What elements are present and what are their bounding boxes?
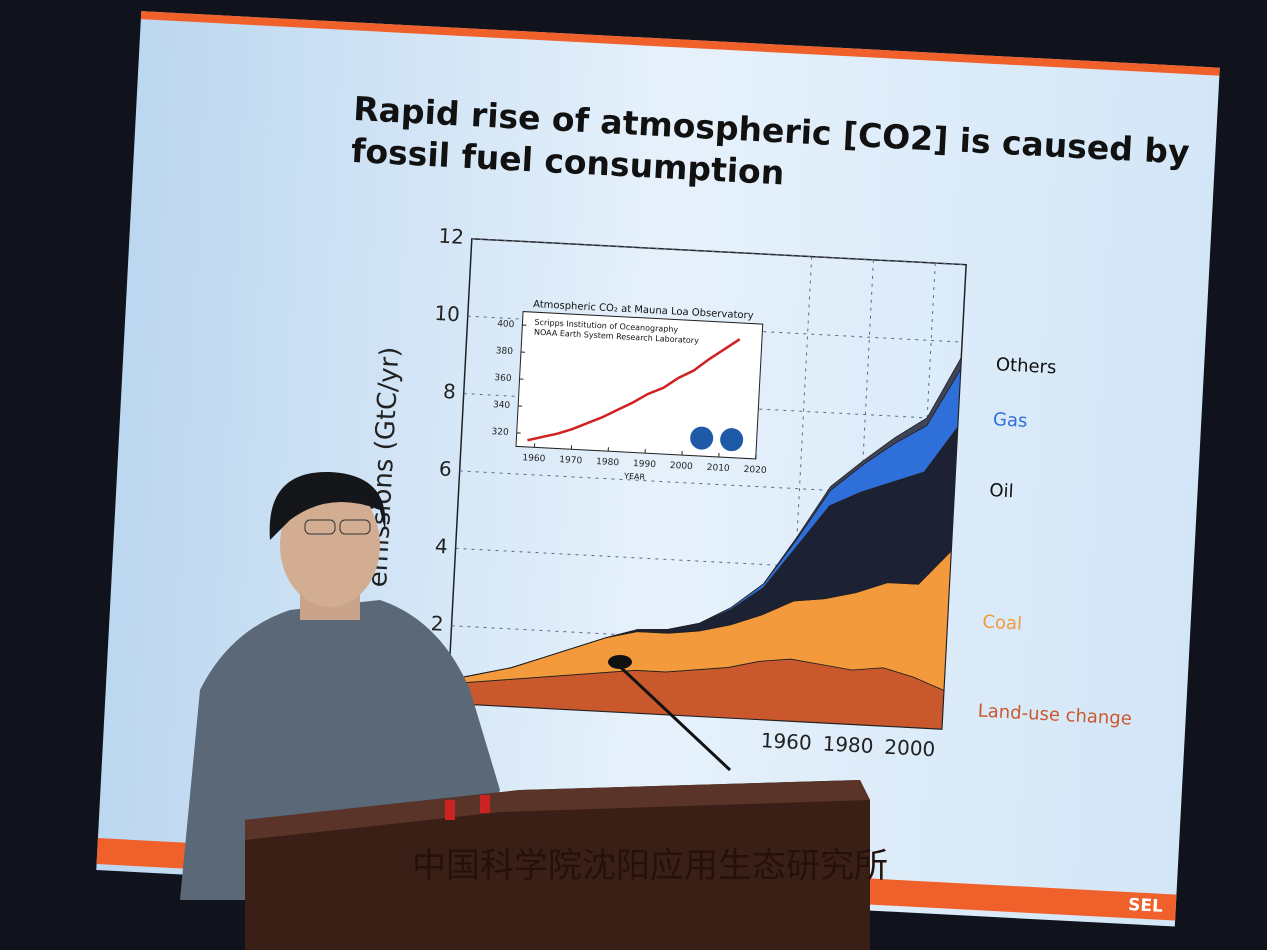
legend-label: Coal bbox=[982, 612, 1023, 635]
y-tick-label: 380 bbox=[496, 346, 514, 357]
y-tick-label: 360 bbox=[494, 373, 512, 384]
x-tick-label: 1960 bbox=[522, 453, 546, 464]
microphone bbox=[613, 660, 732, 772]
face bbox=[280, 483, 380, 607]
glasses bbox=[304, 519, 336, 535]
podium-text: 中国科学院沈阳应用生态研究所 bbox=[412, 846, 888, 886]
area bbox=[448, 357, 962, 681]
legend-label: Gas bbox=[993, 409, 1028, 432]
podium-top bbox=[245, 780, 870, 840]
grid-line bbox=[459, 470, 954, 498]
grid-line bbox=[786, 256, 813, 721]
x-tick-label: 1960 bbox=[760, 728, 812, 755]
bottle bbox=[480, 795, 490, 813]
x-tick-label: 1990 bbox=[633, 459, 657, 470]
x-tick-label: 2020 bbox=[743, 465, 767, 476]
x-tick-label: 2000 bbox=[670, 461, 694, 472]
y-tick-label: 12 bbox=[438, 224, 465, 249]
x-tick-label: 1980 bbox=[822, 731, 874, 758]
legend-label: Others bbox=[995, 354, 1057, 378]
y-tick-label: 400 bbox=[497, 319, 515, 330]
logo bbox=[719, 427, 745, 453]
microphone-head bbox=[608, 655, 632, 669]
x-tick-label: 2000 bbox=[884, 735, 936, 762]
hair bbox=[269, 471, 386, 540]
x-tick-label: 2010 bbox=[707, 463, 731, 474]
x-tick-label: 1980 bbox=[596, 457, 620, 468]
logo: SEL bbox=[1128, 895, 1164, 917]
bottle bbox=[445, 800, 455, 820]
grid-line bbox=[455, 547, 950, 575]
y-tick-label: 6 bbox=[438, 456, 452, 481]
y-tick-label: 320 bbox=[491, 427, 509, 438]
grid-line bbox=[451, 625, 946, 653]
glasses bbox=[339, 519, 371, 535]
y-tick-label: 10 bbox=[434, 301, 461, 326]
y-tick-label: 8 bbox=[442, 379, 456, 404]
legend-label: Oil bbox=[989, 480, 1014, 502]
x-axis-label: YEAR bbox=[623, 472, 646, 482]
y-tick-label: 2 bbox=[430, 611, 444, 636]
grid-line bbox=[471, 238, 967, 266]
y-tick-label: 4 bbox=[434, 534, 448, 559]
y-tick-label: 340 bbox=[493, 400, 511, 411]
line bbox=[527, 338, 741, 442]
top-bar bbox=[140, 11, 1220, 76]
logo bbox=[689, 425, 715, 451]
x-tick-label: 1970 bbox=[559, 455, 583, 466]
